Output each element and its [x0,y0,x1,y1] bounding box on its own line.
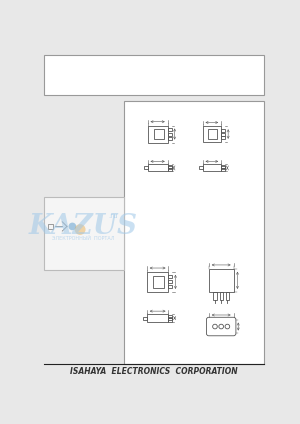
Bar [148,165,168,171]
Bar [44,55,264,95]
Bar [169,275,172,279]
Bar [213,292,217,300]
Text: .ru: .ru [109,213,118,220]
Bar [168,168,172,171]
Bar [168,132,172,136]
Bar [169,285,172,288]
Bar [221,165,225,168]
Bar [169,315,172,318]
Bar [154,129,164,139]
Bar [208,129,218,139]
Bar [226,292,229,300]
Bar [147,272,169,292]
Bar [144,166,148,170]
Bar [169,318,172,321]
Bar [168,137,172,140]
Bar [220,292,223,300]
Bar [148,126,168,142]
Bar [202,126,221,142]
Bar [199,166,203,170]
Circle shape [68,223,76,230]
Bar [169,317,172,320]
Bar [221,166,225,170]
Bar [221,128,225,132]
Bar [143,317,147,320]
Bar [221,132,225,136]
Bar [221,168,225,171]
Bar [147,314,169,322]
Bar [153,276,164,288]
Bar [168,128,172,131]
Bar [44,197,124,271]
Text: KAZUS: KAZUS [29,213,138,240]
Bar [202,165,221,171]
Bar [124,101,264,364]
Text: ISAHAYA  ELECTRONICS  CORPORATION: ISAHAYA ELECTRONICS CORPORATION [70,367,238,376]
Circle shape [75,224,86,235]
Bar [48,224,53,229]
Bar [209,269,234,292]
Bar [168,165,172,168]
Bar [221,137,225,139]
Bar [168,166,172,170]
Text: ЭЛЕКТРОННЫЙ  ПОРТАЛ: ЭЛЕКТРОННЫЙ ПОРТАЛ [52,236,115,241]
Bar [169,280,172,283]
